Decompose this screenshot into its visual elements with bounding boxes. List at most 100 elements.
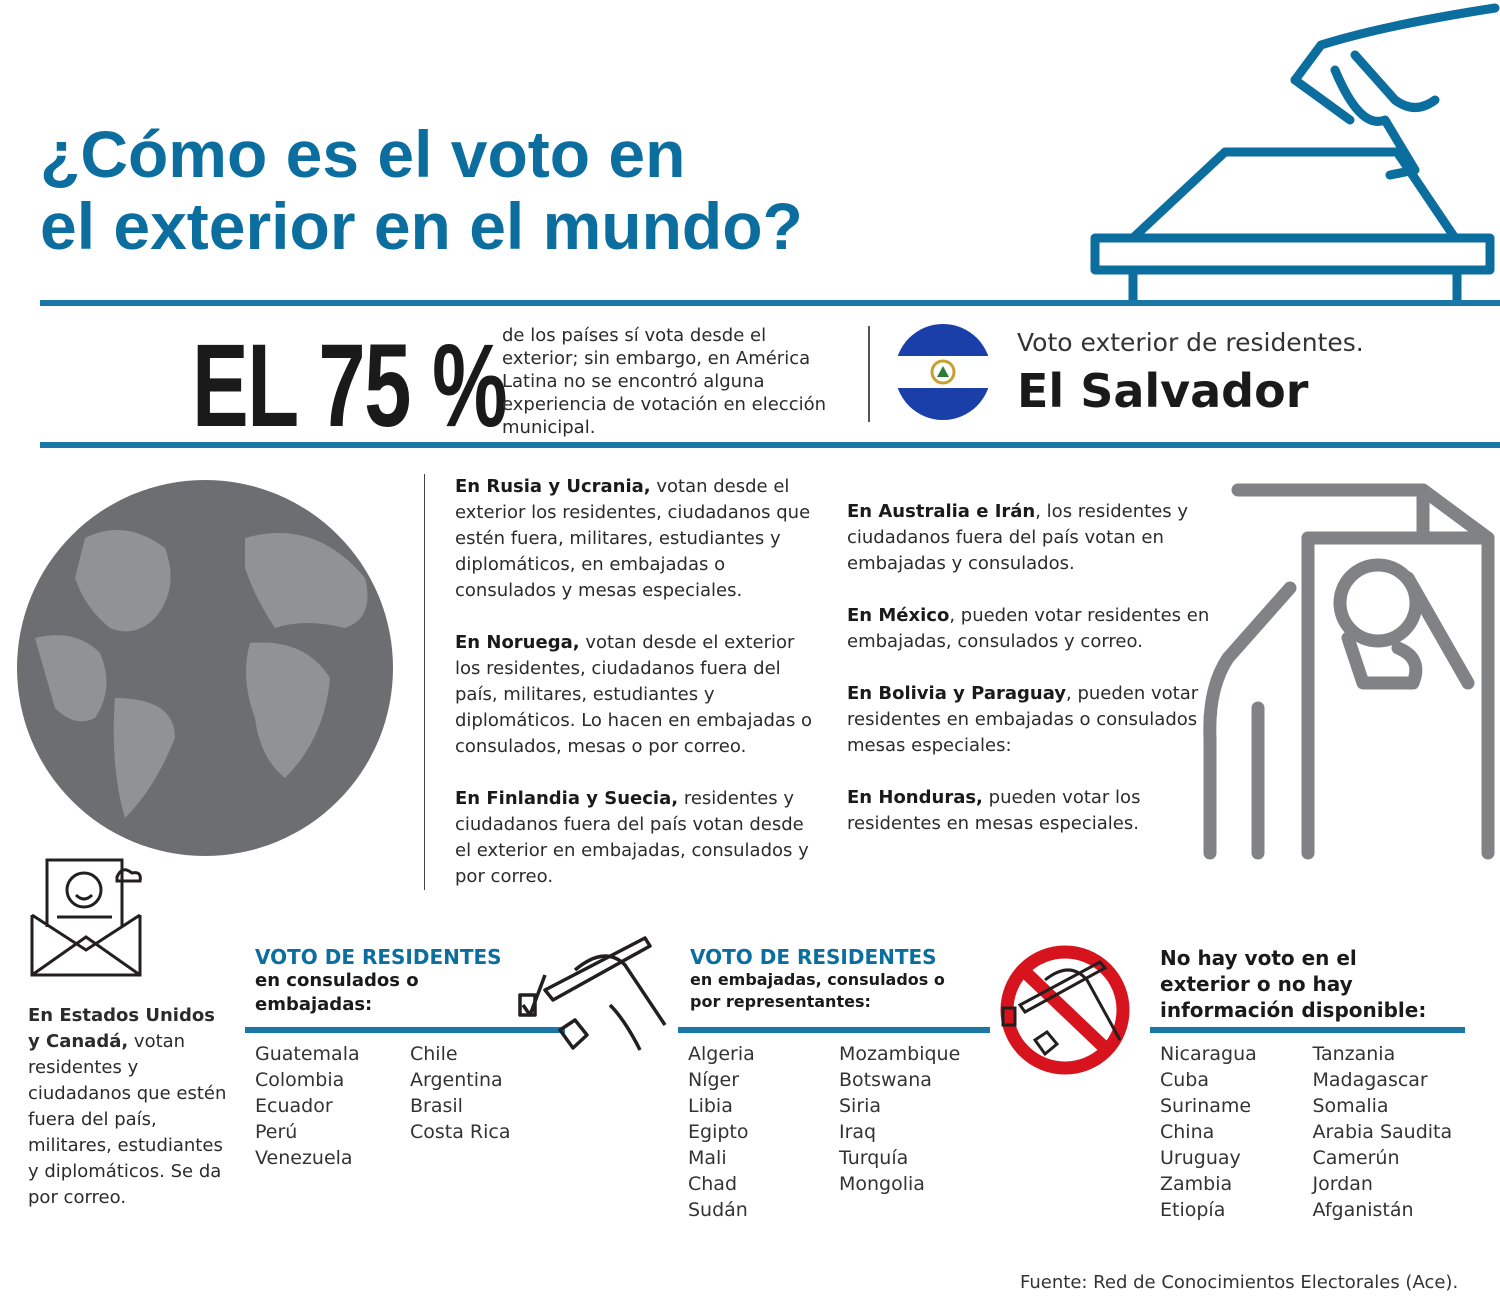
globe-icon (17, 480, 393, 856)
group-columns: Nicaragua Cuba Suriname China Uruguay Zambia E… (1150, 1041, 1465, 1223)
envelope-icon (30, 858, 142, 977)
country-item: Siria (839, 1095, 882, 1117)
group-rule (245, 1027, 565, 1033)
paragraph: En Rusia y Ucrania, votan desde el exter… (455, 474, 815, 604)
country-item: Etiopía (1160, 1199, 1226, 1221)
country-item: Mali (688, 1147, 727, 1169)
country-item: Madagascar (1312, 1069, 1428, 1091)
country-item: Guatemala (255, 1043, 360, 1065)
country-item: Níger (688, 1069, 740, 1091)
group: No hay voto en el exterior o no hay info… (1150, 945, 1465, 1223)
country-item: Colombia (255, 1069, 345, 1091)
flag-icon (895, 324, 991, 420)
country-item: Afganistán (1312, 1199, 1414, 1221)
paragraph-body: , pueden votar residentes en embajadas o… (847, 683, 1214, 756)
group: VOTO DE RESIDENTES en consulados o embaja… (245, 945, 565, 1171)
paragraph-body: , los residentes y ciudadanos fuera del … (847, 501, 1189, 574)
country-item: Somalia (1312, 1095, 1389, 1117)
paragraph: En Finlandia y Suecia, residentes y ciud… (455, 786, 815, 890)
country-item: Uruguay (1160, 1147, 1241, 1169)
group-header: No hay voto en el exterior o no hay info… (1150, 945, 1465, 1027)
paragraph-body: residentes y ciudadanos fuera del país v… (455, 788, 809, 887)
rule (40, 442, 1500, 448)
big-stat: EL 75 % (192, 320, 508, 452)
paragraphs-right: En Australia e Irán, los residentes y ci… (847, 499, 1217, 863)
no-vote-icon (1000, 945, 1130, 1075)
country-item: Cuba (1160, 1069, 1210, 1091)
paragraph-body: votan desde el exterior los residentes, … (455, 476, 811, 601)
group-columns: Guatemala Colombia Ecuador Perú Venezuela Chi… (245, 1041, 565, 1171)
group-column: Algeria Níger Libia Egipto Mali Chad Sudán (688, 1041, 839, 1223)
rule (40, 300, 1500, 306)
paragraph: En Australia e Irán, los residentes y ci… (847, 499, 1217, 577)
country-item: Libia (688, 1095, 733, 1117)
source: Fuente: Red de Conocimientos Electorales… (1020, 1272, 1459, 1293)
paragraph: En Bolivia y Paraguay, pueden votar resi… (847, 681, 1217, 759)
country-item: Egipto (688, 1121, 749, 1143)
country-item: Algeria (688, 1043, 755, 1065)
paragraph-lead: En Rusia y Ucrania, (455, 476, 651, 497)
country-item: Turquía (839, 1147, 909, 1169)
country-item: Jordan (1312, 1173, 1373, 1195)
country-item: Venezuela (255, 1147, 353, 1169)
group-subtitle: en embajadas, consulados o por represent… (690, 970, 945, 1011)
group-header: VOTO DE RESIDENTES en consulados o embaja… (245, 945, 565, 1027)
country-item: Nicaragua (1160, 1043, 1257, 1065)
country-item: China (1160, 1121, 1215, 1143)
paragraph: En Honduras, pueden votar los residentes… (847, 785, 1217, 837)
stat-text: de los países sí vota desde el exterior;… (502, 325, 827, 438)
group-subtitle: en consulados o embajadas: (255, 970, 419, 1015)
group-rule (1150, 1027, 1465, 1033)
title: ¿Cómo es el voto en el exterior en el mu… (40, 118, 803, 262)
country-item: Zambia (1160, 1173, 1233, 1195)
paragraphs-left: En Rusia y Ucrania, votan desde el exter… (455, 474, 815, 916)
group-column: Mozambique Botswana Siria Iraq Turquía Mongol… (839, 1041, 990, 1223)
paragraph-body: votan desde el exterior los residentes, … (455, 632, 813, 757)
group-column: Guatemala Colombia Ecuador Perú Venezuela (255, 1041, 410, 1171)
group-columns: Algeria Níger Libia Egipto Mali Chad Sudán Moza… (678, 1041, 990, 1223)
paragraph: En México, pueden votar residentes en em… (847, 603, 1217, 655)
country-name: El Salvador (1017, 364, 1309, 418)
country-item: Costa Rica (410, 1121, 511, 1143)
country-item: Mongolia (839, 1173, 925, 1195)
usa-body: votan residentes y ciudadanos que estén … (28, 1031, 227, 1208)
group-header: VOTO DE RESIDENTES en embajadas, consulad… (678, 945, 990, 1027)
group-column: Tanzania Madagascar Somalia Arabia Saudita C… (1313, 1041, 1466, 1223)
country-item: Argentina (410, 1069, 503, 1091)
paragraph: En Noruega, votan desde el exterior los … (455, 630, 815, 760)
divider (424, 474, 425, 890)
divider (868, 326, 870, 422)
country-item: Camerún (1312, 1147, 1400, 1169)
paragraph-lead: En México (847, 605, 950, 626)
hand-vote-icon (518, 936, 667, 1051)
country-item: Perú (255, 1121, 298, 1143)
country-item: Suriname (1160, 1095, 1252, 1117)
group-title: No hay voto en el exterior o no hay info… (1160, 946, 1427, 1022)
paragraph-lead: En Noruega, (455, 632, 580, 653)
voting-booth-icon (1203, 483, 1495, 860)
country-item: Arabia Saudita (1312, 1121, 1453, 1143)
group-title: VOTO DE RESIDENTES (255, 945, 502, 969)
usa-text: En Estados Unidos y Canadá, votan reside… (28, 1003, 228, 1211)
group-rule (678, 1027, 990, 1033)
title-line: ¿Cómo es el voto en (40, 117, 686, 191)
country-item: Tanzania (1312, 1043, 1396, 1065)
country-item: Botswana (839, 1069, 932, 1091)
country-item: Chile (410, 1043, 458, 1065)
usa-lead: En Estados Unidos y Canadá, (28, 1005, 215, 1052)
country-item: Brasil (410, 1095, 463, 1117)
paragraph-lead: En Finlandia y Suecia, (455, 788, 679, 809)
paragraph-lead: En Honduras, (847, 787, 983, 808)
paragraph-body: , pueden votar residentes en embajadas, … (847, 605, 1210, 652)
group-column: Chile Argentina Brasil Costa Rica (410, 1041, 565, 1171)
group-title: VOTO DE RESIDENTES (690, 945, 937, 969)
group-column: Nicaragua Cuba Suriname China Uruguay Zambia E… (1160, 1041, 1313, 1223)
ballot-box-icon (1090, 3, 1500, 305)
country-item: Iraq (839, 1121, 877, 1143)
group: VOTO DE RESIDENTES en embajadas, consulad… (678, 945, 990, 1223)
country-item: Ecuador (255, 1095, 333, 1117)
country-item: Sudán (688, 1199, 748, 1221)
country-subtitle: Voto exterior de residentes. (1017, 328, 1364, 357)
paragraph-body: pueden votar los residentes en mesas esp… (847, 787, 1141, 834)
